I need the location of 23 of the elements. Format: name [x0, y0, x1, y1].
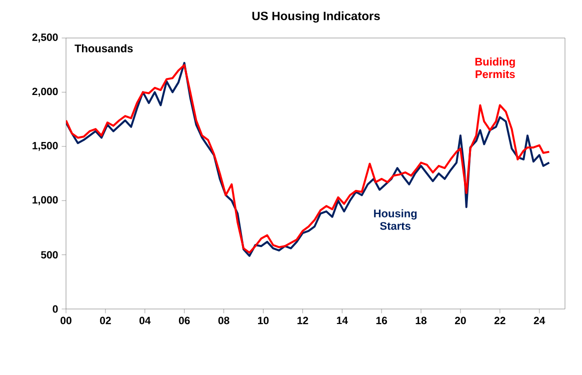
- x-tick-label: 18: [416, 316, 427, 324]
- x-tick-label: 20: [454, 316, 466, 324]
- x-tick-label: 24: [534, 316, 546, 324]
- y-tick-label: 500: [41, 251, 58, 259]
- y-tick-label: 2,000: [32, 88, 58, 97]
- chart-title: US Housing Indicators: [252, 11, 380, 23]
- y-tick-label: 1,000: [32, 196, 58, 206]
- y-tick-label: 2,500: [32, 34, 58, 42]
- x-tick-label: 02: [100, 316, 111, 324]
- x-tick-label: 22: [494, 316, 506, 324]
- annotation: Thousands: [74, 44, 133, 52]
- x-tick-label: 14: [336, 316, 348, 324]
- series-label: Housing Starts: [374, 209, 417, 230]
- x-tick-label: 04: [139, 316, 151, 324]
- x-tick-label: 16: [376, 316, 388, 324]
- x-tick-label: 06: [178, 316, 190, 324]
- y-tick-label: 1,500: [32, 142, 58, 151]
- x-tick-label: 10: [258, 316, 269, 324]
- x-tick-label: 00: [60, 316, 72, 324]
- x-tick-label: 12: [298, 316, 308, 324]
- text: Buiding Permits: [475, 58, 515, 78]
- x-tick-label: 08: [218, 316, 230, 324]
- y-tick-label: 0: [52, 305, 58, 313]
